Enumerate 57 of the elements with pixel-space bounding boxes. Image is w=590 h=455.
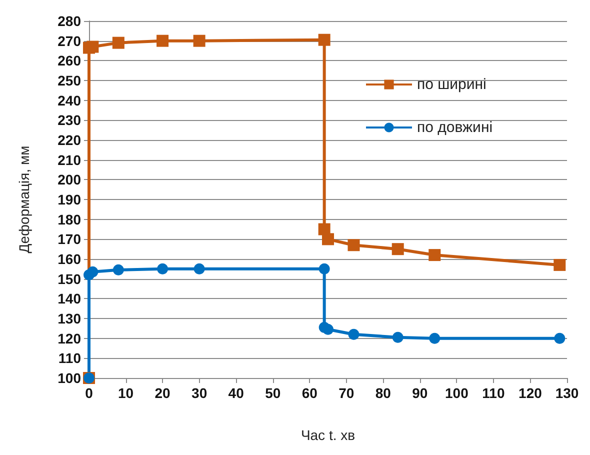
y-tick-label: 240 (58, 92, 82, 108)
y-tick-label: 280 (58, 13, 82, 29)
point (157, 263, 168, 274)
point (554, 332, 566, 344)
y-tick-label: 140 (58, 290, 82, 307)
point (193, 34, 206, 47)
x-tick-label: 110 (482, 385, 505, 401)
x-tick-label: 130 (555, 385, 579, 401)
x-tick-label: 120 (518, 385, 542, 401)
y-tick-label: 190 (58, 192, 82, 208)
y-tick-label: 250 (58, 72, 82, 88)
point (318, 34, 330, 46)
x-tick-label: 60 (302, 385, 318, 401)
point (112, 36, 124, 49)
x-tick-label: 10 (118, 385, 134, 401)
point (318, 263, 330, 274)
x-tick-label: 50 (265, 385, 281, 401)
y-tick-label: 120 (58, 330, 82, 346)
y-tick-label: 150 (58, 270, 82, 287)
y-tick-label: 180 (58, 211, 82, 228)
point (429, 332, 440, 344)
y-tick-label: 220 (58, 132, 82, 148)
x-tick-label: 30 (192, 385, 208, 401)
y-tick-label: 160 (58, 251, 82, 267)
y-tick-label: 210 (58, 152, 82, 168)
point (428, 249, 441, 262)
x-tick-label: 0 (85, 385, 94, 401)
point (348, 328, 360, 340)
y-tick-label: 260 (58, 52, 82, 69)
point (86, 40, 99, 53)
x-tick-label: 70 (338, 385, 354, 401)
point (194, 263, 205, 274)
y-axis-title: Деформація, мм (16, 146, 32, 254)
point (112, 264, 124, 276)
x-tick-label: 20 (154, 385, 171, 401)
point (87, 266, 98, 278)
point (392, 243, 404, 256)
y-tick-label: 100 (58, 370, 82, 386)
legend-label: по ширині (417, 76, 486, 93)
y-tick-label: 200 (58, 172, 82, 188)
y-tick-label: 130 (58, 310, 82, 326)
y-tick-label: 230 (58, 112, 82, 128)
point (348, 239, 360, 252)
point (392, 332, 404, 343)
y-tick-label: 110 (58, 350, 82, 366)
point (322, 233, 334, 246)
point (322, 324, 334, 335)
y-tick-label: 170 (58, 231, 82, 248)
point (554, 258, 566, 271)
x-tick-label: 100 (445, 385, 469, 401)
x-tick-label: 40 (228, 385, 244, 401)
y-tick-label: 270 (58, 32, 82, 49)
x-tick-label: 80 (375, 385, 392, 401)
point (156, 34, 169, 47)
legend-label: по довжині (417, 119, 493, 136)
x-tick-label: 90 (412, 385, 428, 401)
x-axis-title: Час t. хв (300, 427, 356, 443)
